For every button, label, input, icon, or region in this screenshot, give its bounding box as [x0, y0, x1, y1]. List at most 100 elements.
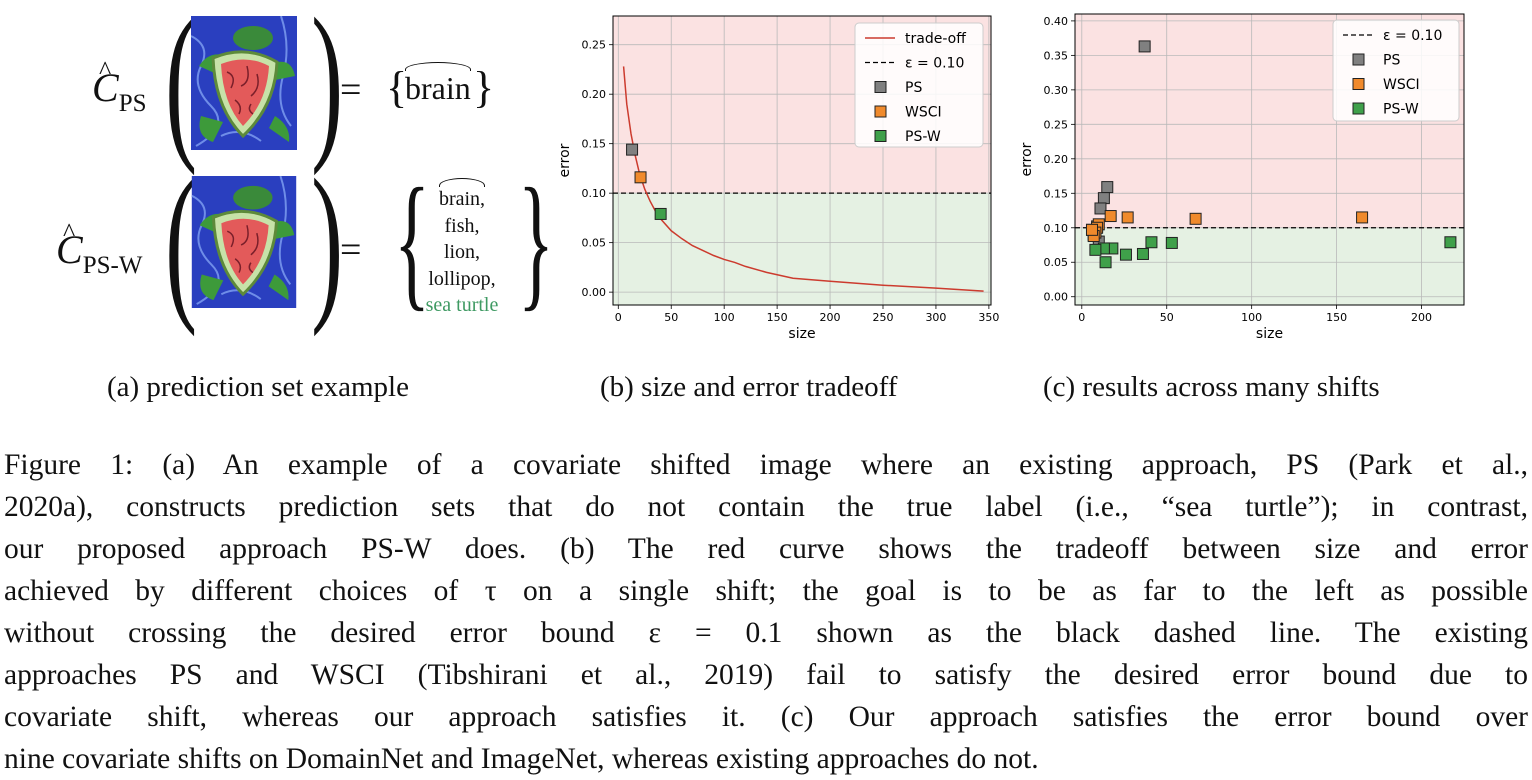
- legend-label: PS-W: [1383, 102, 1419, 118]
- x-tick-label: 0: [1078, 311, 1085, 324]
- set-item-lollipop: lollipop,: [428, 267, 496, 290]
- sea-turtle-painting-icon: [190, 15, 297, 150]
- x-tick-label: 100: [1241, 311, 1262, 324]
- ps-w-point: [1099, 256, 1112, 269]
- set-item-fish: fish,: [444, 214, 480, 237]
- caption-line: achieved by different choices of τ on a …: [4, 575, 1528, 607]
- x-tick-label: 50: [1160, 311, 1174, 324]
- y-tick-label: 0.05: [1044, 256, 1069, 269]
- c-psw-symbol: ^ CPS-W: [56, 218, 143, 279]
- wsci-point: [1189, 212, 1202, 225]
- x-tick-label: 250: [873, 311, 894, 324]
- figure-caption: Figure 1: (a) An example of a covariate …: [4, 444, 1528, 780]
- y-tick-label: 0.25: [1044, 118, 1069, 131]
- legend-swatch-marker: [874, 105, 887, 118]
- y-tick-label: 0.20: [582, 88, 607, 101]
- y-tick-label: 0.00: [582, 286, 607, 299]
- y-tick-label: 0.10: [582, 187, 607, 200]
- legend: trade-off ε = 0.10 PS WSCI PS-W: [854, 22, 984, 148]
- legend: ε = 0.10 PS WSCI PS-W: [1332, 19, 1460, 122]
- legend-label: ε = 0.10: [1383, 28, 1442, 44]
- c-hat: ^: [99, 56, 112, 85]
- set-item-sea-turtle: sea turtle: [425, 294, 499, 316]
- ps-set-item: brain: [405, 62, 471, 106]
- region-below-threshold: [613, 193, 991, 305]
- caption-line: approaches PS and WSCI (Tibshirani et al…: [4, 659, 1528, 691]
- plot-frame: [1074, 13, 1465, 306]
- legend-label: ε = 0.10: [905, 56, 964, 72]
- set-item-brain: brain,: [438, 178, 486, 213]
- x-tick-label: 150: [1326, 311, 1347, 324]
- caption-line: Figure 1: (a) An example of a covariate …: [4, 449, 1528, 481]
- ps-w-point: [1089, 243, 1102, 256]
- wsci-point: [634, 171, 647, 184]
- wsci-point: [1121, 211, 1134, 224]
- legend-box: [1332, 19, 1460, 122]
- x-tick-label: 200: [1411, 311, 1432, 324]
- turtle-image: [191, 175, 297, 308]
- legend-label: PS-W: [905, 129, 941, 145]
- caption-line: 2020a), constructs prediction sets that …: [4, 491, 1528, 523]
- wsci-point: [1356, 211, 1369, 224]
- y-tick-label: 0.05: [582, 237, 607, 250]
- legend-swatch-marker: [874, 81, 887, 93]
- caption-line: covariate shift, whereas our approach sa…: [4, 701, 1528, 733]
- left-brace-1: {: [386, 63, 408, 112]
- ps-point: [626, 143, 639, 156]
- legend-box: [854, 22, 984, 148]
- ps-w-point: [1165, 236, 1178, 249]
- ps-w-point: [1119, 248, 1132, 261]
- sea-turtle-painting-icon: [191, 175, 297, 308]
- psw-set-list: brain, fish, lion, lollipop, sea turtle: [407, 178, 517, 319]
- caption-line: without crossing the desired error bound…: [4, 617, 1528, 649]
- region-below-threshold: [1075, 227, 1464, 305]
- ps-point: [1138, 40, 1151, 53]
- legend-label: WSCI: [1383, 77, 1420, 93]
- legend-swatch-marker: [1352, 53, 1365, 66]
- right-brace-2: }: [518, 158, 554, 324]
- legend-label: WSCI: [905, 105, 942, 121]
- right-paren: ): [311, 0, 344, 176]
- y-tick-label: 0.00: [1044, 291, 1069, 304]
- chart-c: 0 50 100 150 200 0.00 0.05 0.10 0.15 0.20 0.25 0.30…: [1019, 13, 1465, 342]
- subcaption-a: (a) prediction set example: [107, 371, 409, 403]
- x-tick-label: 0: [615, 311, 622, 324]
- ps-point: [1101, 181, 1114, 194]
- turtle-image: [190, 15, 297, 150]
- ps-w-point: [1444, 236, 1457, 249]
- y-tick-label: 0.15: [1044, 187, 1069, 200]
- legend-label: PS: [905, 80, 922, 96]
- x-tick-label: 50: [664, 311, 678, 324]
- equals-sign-1: =: [340, 69, 362, 111]
- y-tick-label: 0.30: [1044, 84, 1069, 97]
- x-axis-label: size: [788, 326, 815, 342]
- legend-swatch-marker: [1352, 102, 1365, 115]
- x-tick-label: 300: [925, 311, 946, 324]
- legend-label: trade-off: [905, 31, 966, 47]
- ps-point: [1097, 192, 1110, 205]
- y-axis-label: error: [1019, 142, 1035, 176]
- x-tick-label: 350: [978, 311, 999, 324]
- legend-swatch-marker: [1352, 78, 1365, 90]
- x-tick-label: 100: [714, 311, 735, 324]
- y-tick-label: 0.10: [1044, 222, 1069, 235]
- right-paren: ): [311, 143, 344, 337]
- equals-sign-2: =: [340, 229, 362, 271]
- set-item-lion: lion,: [443, 241, 481, 263]
- ps-w-point: [1136, 247, 1149, 260]
- tradeoff-curve: [622, 66, 984, 292]
- wsci-point: [1104, 210, 1117, 223]
- chart-b: 0 50 100 150 200 250 300 350 0.00 0.05 0.10 0.15 0.2…: [557, 15, 999, 342]
- caption-line: our proposed approach PS-W does. (b) The…: [4, 533, 1528, 565]
- x-tick-label: 150: [767, 311, 788, 324]
- x-axis-label: size: [1256, 326, 1283, 342]
- legend-swatch-marker: [874, 130, 887, 142]
- c-ps-symbol: ^ CPS: [92, 56, 147, 117]
- left-brace-2: {: [394, 158, 430, 324]
- y-axis-label: error: [557, 143, 573, 177]
- subcaption-c: (c) results across many shifts: [1043, 371, 1380, 403]
- ps-w-point: [654, 207, 667, 220]
- c-hat: ^: [63, 218, 76, 247]
- plot-frame: [612, 15, 992, 306]
- x-tick-label: 200: [820, 311, 841, 324]
